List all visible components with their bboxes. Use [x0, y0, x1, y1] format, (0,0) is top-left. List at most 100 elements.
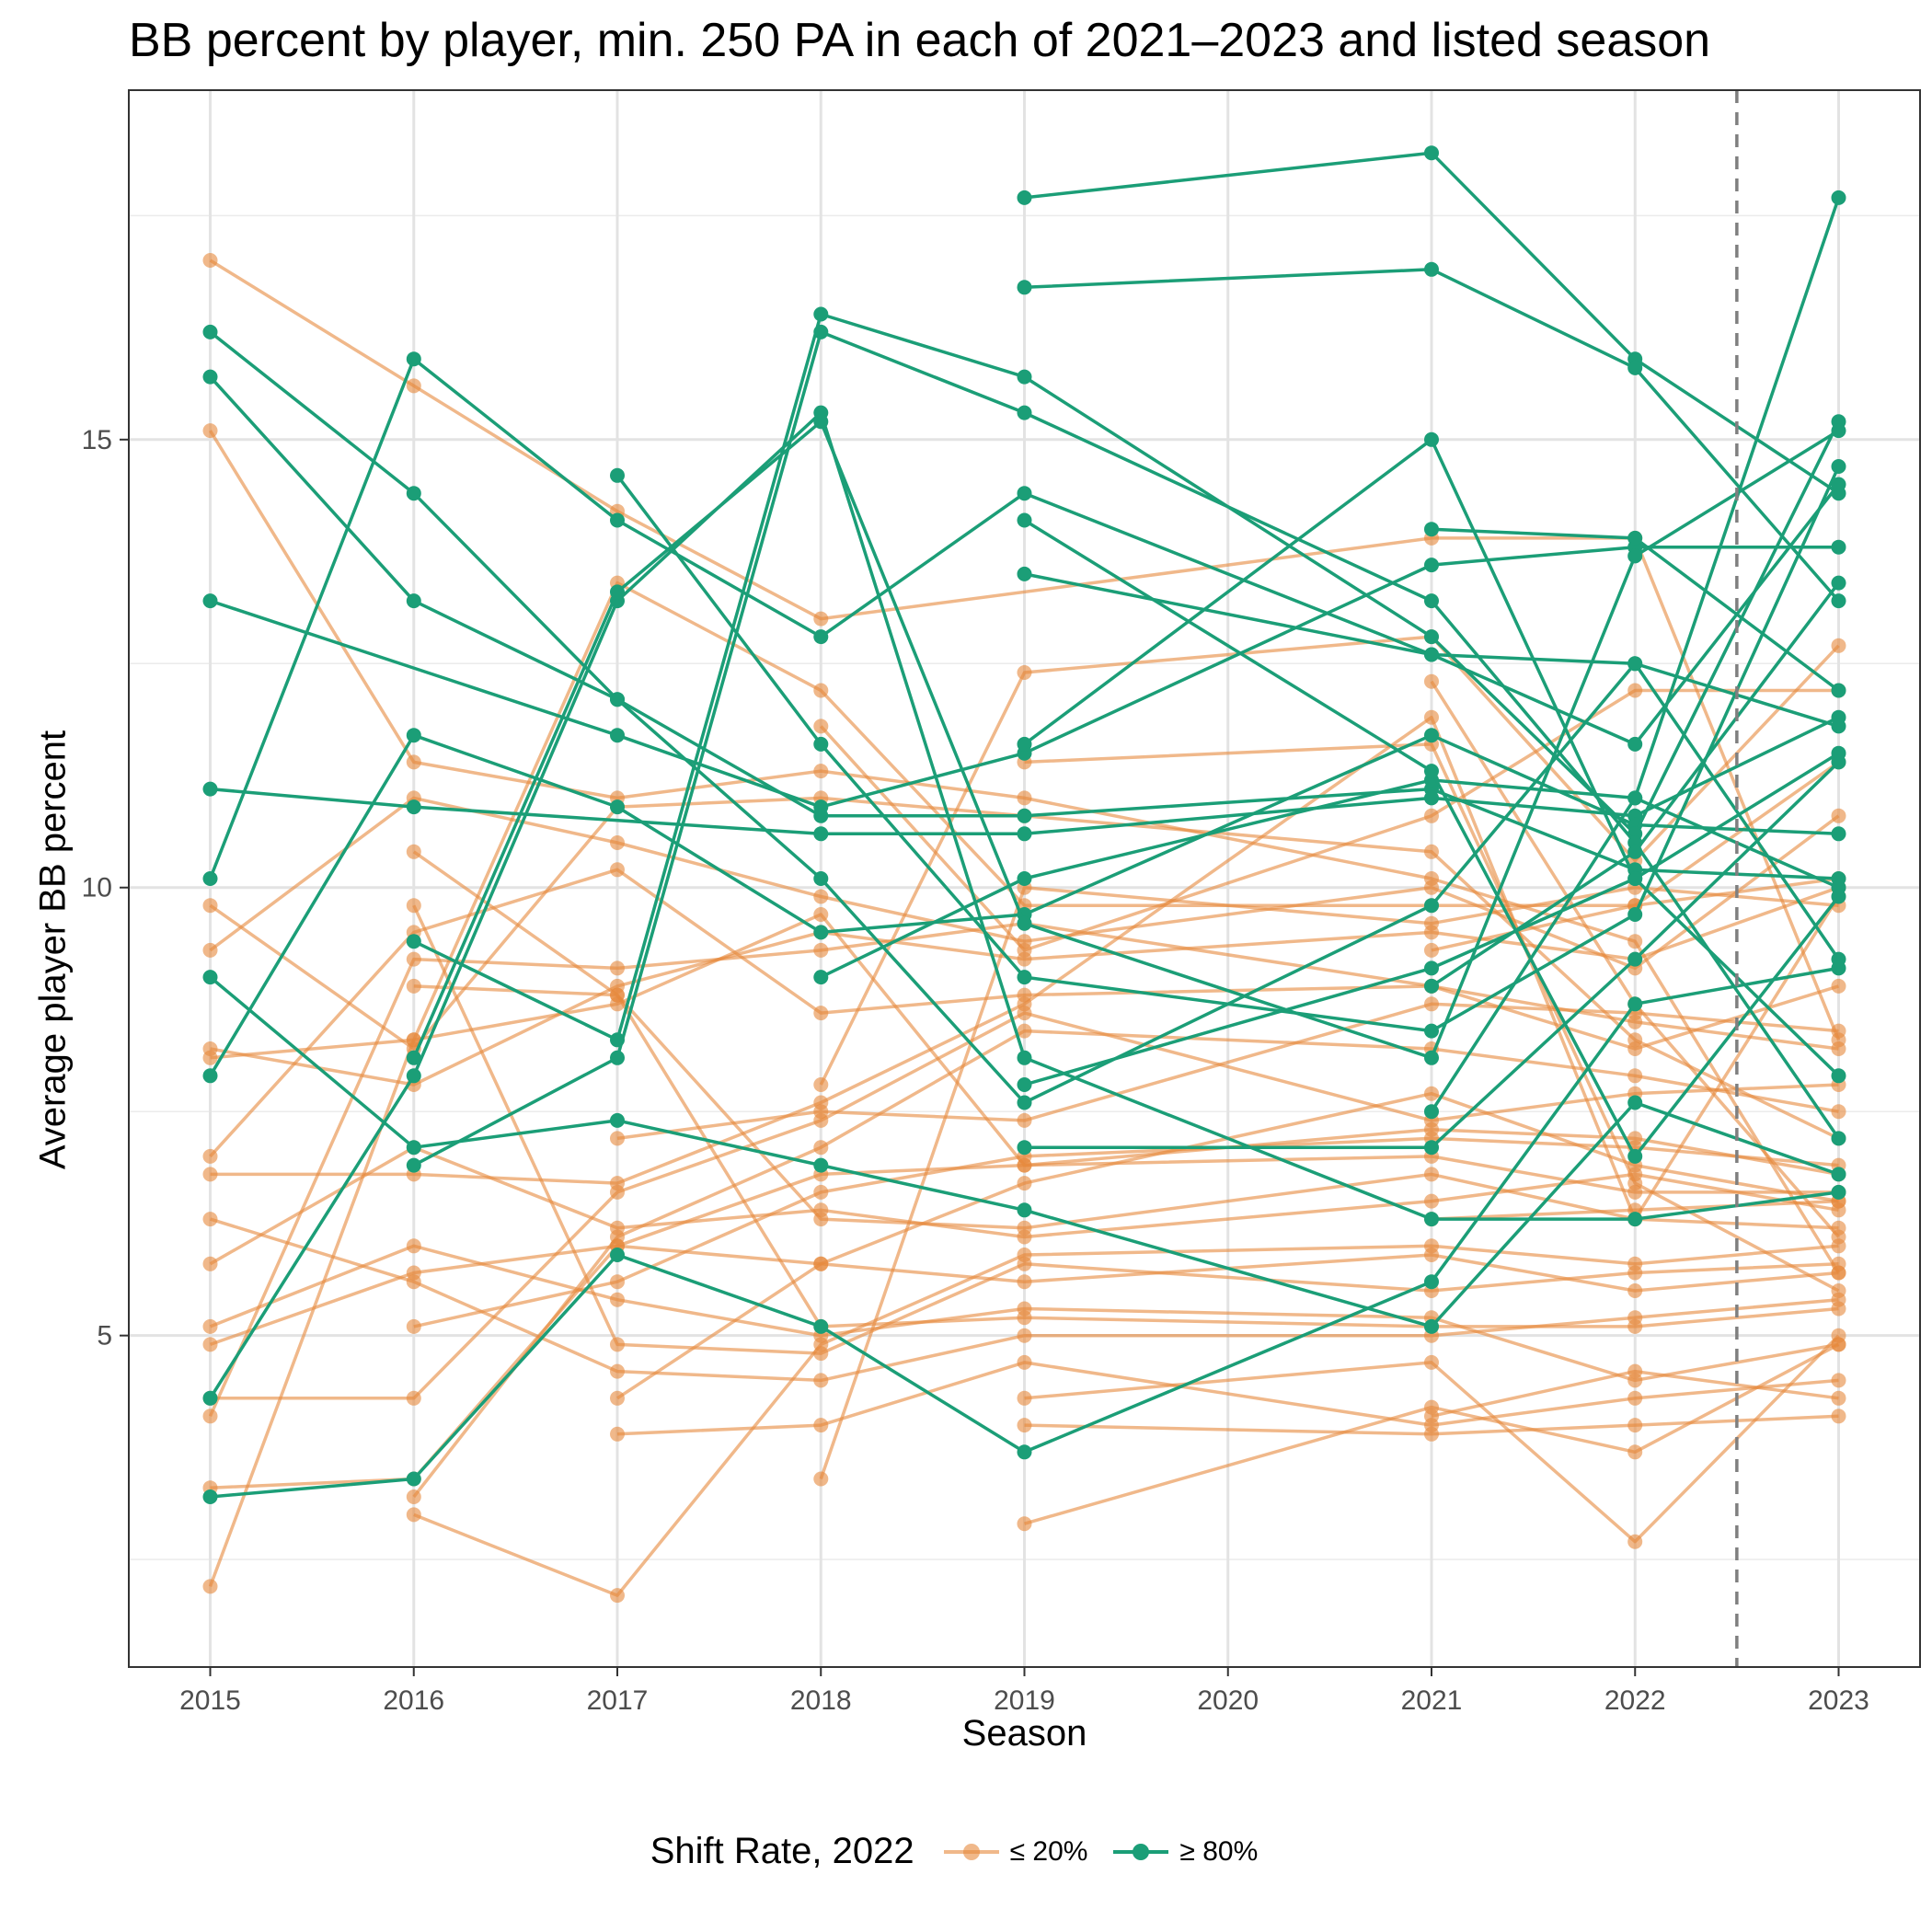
data-point-high-shift — [202, 1390, 218, 1406]
data-point-high-shift — [1424, 431, 1439, 447]
data-point-low-shift — [1831, 1283, 1846, 1298]
data-point-low-shift — [1424, 942, 1439, 958]
data-point-low-shift — [1424, 709, 1439, 725]
data-point-low-shift — [1017, 790, 1032, 806]
data-point-high-shift — [1627, 736, 1643, 752]
data-point-low-shift — [1424, 1238, 1439, 1254]
data-point-high-shift — [202, 781, 218, 797]
data-point-low-shift — [1831, 638, 1846, 653]
data-point-low-shift — [813, 1104, 829, 1120]
data-point-high-shift — [610, 799, 625, 815]
data-point-high-shift — [1831, 1068, 1846, 1084]
data-point-high-shift — [813, 1318, 829, 1334]
data-point-low-shift — [1627, 1041, 1643, 1056]
data-point-high-shift — [1831, 575, 1846, 591]
data-point-high-shift — [1017, 405, 1032, 420]
data-point-high-shift — [1627, 996, 1643, 1012]
data-point-low-shift — [610, 1184, 625, 1200]
data-point-high-shift — [1831, 754, 1846, 770]
data-point-high-shift — [813, 970, 829, 985]
data-point-high-shift — [610, 728, 625, 743]
series-line-low-shift — [209, 796, 1840, 1140]
data-point-high-shift — [202, 970, 218, 985]
data-point-high-shift — [1017, 1095, 1032, 1110]
series-line-high-shift — [1024, 761, 1840, 1149]
series-line-high-shift — [209, 375, 1840, 1105]
y-axis-label: Average player BB percent — [32, 730, 74, 1170]
data-point-low-shift — [1017, 1354, 1032, 1370]
data-point-high-shift — [1831, 1131, 1846, 1146]
data-point-high-shift — [1424, 629, 1439, 645]
series-line-high-shift — [208, 357, 1840, 880]
data-point-low-shift — [406, 951, 421, 967]
data-point-high-shift — [610, 512, 625, 528]
data-point-high-shift — [1017, 826, 1032, 842]
data-point-low-shift — [610, 1337, 625, 1352]
data-point-low-shift — [1424, 996, 1439, 1012]
series-line-low-shift — [209, 430, 1840, 1274]
data-point-low-shift — [1424, 1086, 1439, 1101]
data-point-high-shift — [1424, 960, 1439, 976]
series-line-low-shift — [209, 868, 1839, 1158]
data-point-high-shift — [1424, 261, 1439, 277]
x-tick-label: 2021 — [1401, 1685, 1463, 1716]
data-point-low-shift — [1627, 1283, 1643, 1298]
data-point-low-shift — [1017, 665, 1032, 680]
data-point-low-shift — [813, 683, 829, 698]
data-point-high-shift — [1017, 566, 1032, 581]
data-point-high-shift — [1424, 1023, 1439, 1039]
y-tick-label: 5 — [97, 1321, 112, 1351]
data-point-high-shift — [1627, 1095, 1643, 1110]
data-point-high-shift — [1831, 423, 1846, 439]
data-point-low-shift — [610, 1292, 625, 1307]
data-point-low-shift — [1017, 1418, 1032, 1433]
data-point-high-shift — [1424, 522, 1439, 537]
series-line-high-shift — [209, 330, 1839, 880]
data-point-low-shift — [1627, 1176, 1643, 1191]
series-line-low-shift — [616, 1361, 1839, 1436]
data-point-high-shift — [406, 1068, 421, 1084]
data-point-high-shift — [1831, 826, 1846, 842]
data-point-low-shift — [202, 1212, 218, 1227]
data-point-high-shift — [1424, 898, 1439, 914]
data-point-high-shift — [1017, 280, 1032, 295]
data-point-high-shift — [202, 871, 218, 886]
series-line-low-shift — [210, 1011, 1839, 1400]
data-point-low-shift — [610, 1274, 625, 1290]
data-point-high-shift — [610, 692, 625, 707]
data-point-low-shift — [202, 1167, 218, 1182]
data-point-high-shift — [1627, 548, 1643, 564]
data-point-low-shift — [1017, 1112, 1032, 1128]
x-tick-label: 2020 — [1197, 1685, 1259, 1716]
data-point-low-shift — [406, 1265, 421, 1281]
data-point-high-shift — [813, 324, 829, 339]
data-point-low-shift — [406, 1390, 421, 1406]
data-point-high-shift — [406, 351, 421, 367]
legend-label-high-shift: ≥ 80% — [1179, 1835, 1259, 1867]
data-point-high-shift — [1627, 530, 1643, 546]
data-point-low-shift — [1017, 1390, 1032, 1406]
data-point-low-shift — [1627, 1534, 1643, 1549]
x-tick-label: 2017 — [587, 1685, 649, 1716]
data-point-high-shift — [1627, 1212, 1643, 1227]
x-tick-label: 2016 — [383, 1685, 444, 1716]
data-point-high-shift — [813, 414, 829, 430]
data-point-high-shift — [406, 1157, 421, 1173]
legend-item-low-shift: ≤ 20% — [942, 1834, 1087, 1870]
legend-item-high-shift: ≥ 80% — [1111, 1834, 1258, 1870]
data-point-low-shift — [1627, 1068, 1643, 1084]
data-point-high-shift — [813, 1157, 829, 1173]
data-point-low-shift — [202, 1579, 218, 1594]
data-point-high-shift — [1831, 190, 1846, 205]
data-point-low-shift — [202, 1409, 218, 1424]
series-line-high-shift — [1024, 268, 1840, 603]
data-point-low-shift — [202, 1256, 218, 1271]
data-point-low-shift — [1627, 1418, 1643, 1433]
data-point-low-shift — [610, 1426, 625, 1442]
data-point-high-shift — [202, 1489, 218, 1504]
data-point-low-shift — [610, 1229, 625, 1245]
data-point-low-shift — [1627, 1318, 1643, 1334]
data-point-high-shift — [813, 871, 829, 886]
data-point-high-shift — [1424, 790, 1439, 806]
